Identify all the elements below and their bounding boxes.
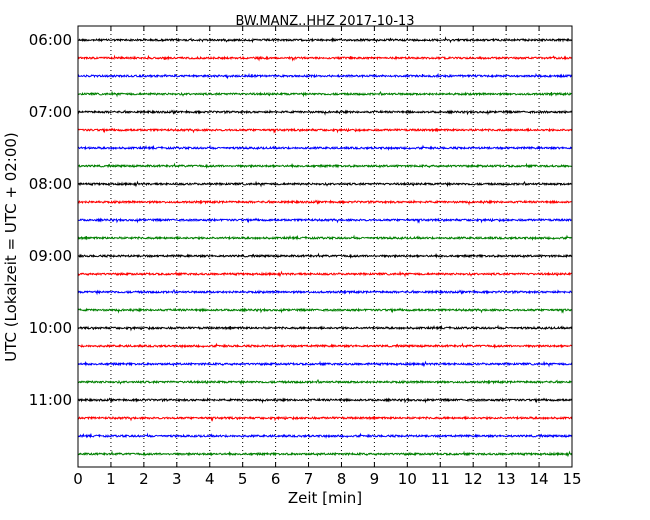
trace-0815 <box>77 199 573 206</box>
trace-1015 <box>77 342 573 350</box>
x-tick-labels: 0 1 2 3 4 5 6 7 8 9 10 11 12 13 14 15 <box>73 470 581 488</box>
y-tick-labels: 06:00 07:00 08:00 09:00 10:00 11:00 <box>29 31 72 409</box>
trace-1130 <box>77 432 573 439</box>
x-tick-label: 9 <box>370 470 380 488</box>
y-tick-label: 09:00 <box>29 247 72 265</box>
x-tick-label: 10 <box>398 470 417 488</box>
trace-1030 <box>77 360 573 368</box>
x-tick-label: 5 <box>238 470 248 488</box>
trace-0930 <box>77 288 573 296</box>
y-tick-label: 11:00 <box>29 391 72 409</box>
trace-1045 <box>77 378 573 386</box>
plot-frame <box>77 25 573 468</box>
trace-0915 <box>77 270 573 278</box>
trace-0900 <box>77 252 573 260</box>
x-axis-label: Zeit [min] <box>288 489 362 507</box>
y-tick-label: 10:00 <box>29 319 72 337</box>
y-tick-label: 08:00 <box>29 175 72 193</box>
grid <box>110 26 540 467</box>
trace-0945 <box>77 307 573 314</box>
ticks <box>77 26 573 467</box>
x-tick-label: 2 <box>139 470 149 488</box>
x-tick-label: 3 <box>172 470 182 488</box>
trace-1000 <box>77 324 573 332</box>
trace-0630 <box>77 72 573 80</box>
trace-0730 <box>77 144 573 151</box>
x-tick-label: 15 <box>562 470 581 488</box>
x-tick-label: 11 <box>431 470 450 488</box>
trace-0715 <box>77 127 573 134</box>
x-tick-label: 12 <box>464 470 483 488</box>
trace-1145 <box>77 450 573 458</box>
trace-0645 <box>77 90 573 98</box>
traces <box>77 36 573 458</box>
x-tick-label: 4 <box>205 470 215 488</box>
x-tick-label: 13 <box>497 470 516 488</box>
chart-title: BW.MANZ..HHZ 2017-10-13 <box>235 14 414 29</box>
y-tick-label: 06:00 <box>29 31 72 49</box>
x-tick-label: 0 <box>73 470 83 488</box>
trace-0700 <box>77 109 573 116</box>
x-tick-label: 7 <box>304 470 314 488</box>
trace-1100 <box>77 397 573 404</box>
trace-0615 <box>77 54 573 62</box>
trace-0830 <box>77 217 573 224</box>
y-axis-label: UTC (Lokalzeit = UTC + 02:00) <box>2 132 20 362</box>
x-tick-label: 1 <box>106 470 116 488</box>
trace-0745 <box>77 162 573 170</box>
x-tick-label: 6 <box>271 470 281 488</box>
y-tick-label: 07:00 <box>29 103 72 121</box>
trace-1115 <box>77 415 573 422</box>
x-tick-label: 14 <box>530 470 549 488</box>
trace-0845 <box>77 234 573 241</box>
trace-0600 <box>77 36 573 44</box>
trace-0800 <box>77 180 573 188</box>
x-tick-label: 8 <box>337 470 347 488</box>
